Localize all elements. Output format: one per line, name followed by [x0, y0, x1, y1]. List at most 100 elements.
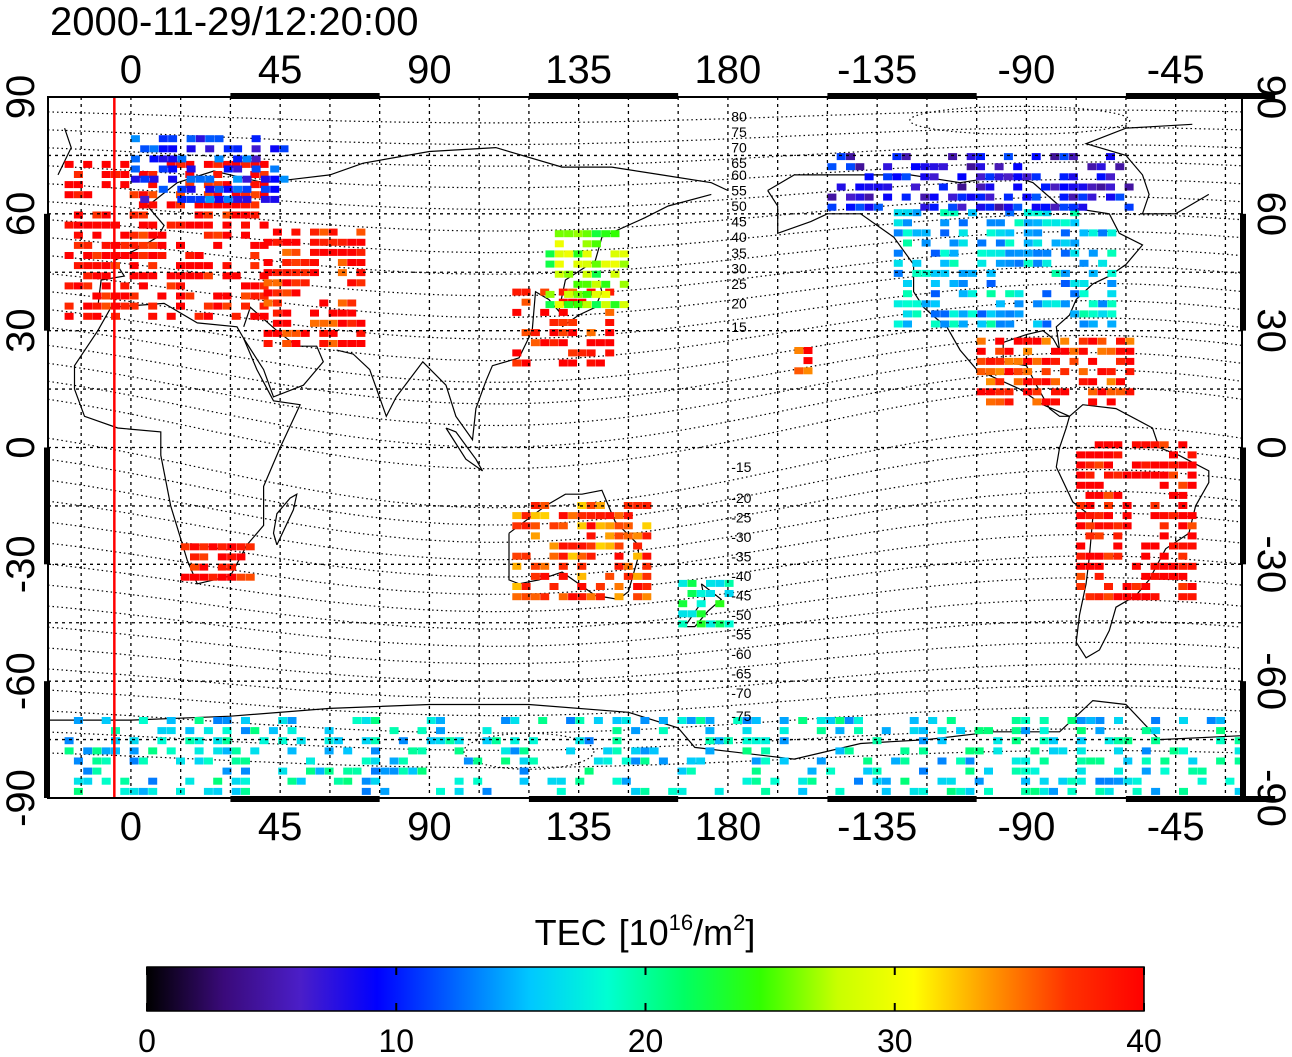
tec-cell	[223, 185, 233, 193]
tec-cell	[1087, 193, 1097, 201]
tec-cell	[213, 302, 223, 310]
mlat-contour	[48, 641, 1242, 682]
tec-cell	[343, 747, 353, 755]
lat-tick-right: -60	[1249, 652, 1292, 710]
tec-cell	[1150, 512, 1160, 520]
tec-cell	[976, 357, 986, 365]
tec-cell	[1085, 451, 1095, 459]
tec-cell	[138, 221, 148, 229]
tec-cell	[501, 717, 511, 724]
tec-cell	[940, 229, 950, 237]
tec-cell	[148, 262, 158, 270]
tec-cell	[194, 221, 204, 229]
tec-cell	[347, 309, 357, 317]
tec-cell	[1013, 368, 1023, 376]
tec-cell	[213, 747, 223, 755]
tec-cell	[1106, 378, 1116, 386]
tec-cell	[968, 290, 977, 298]
tec-cell	[217, 573, 227, 581]
tec-cell	[436, 787, 445, 795]
tec-cell	[903, 280, 912, 287]
tec-cell	[1159, 532, 1169, 540]
tec-cell	[930, 269, 940, 277]
tec-cell	[912, 209, 922, 217]
mlat-contour	[48, 577, 1242, 630]
tec-cell	[1088, 229, 1098, 237]
tec-cell	[482, 727, 492, 735]
tec-cell	[282, 259, 292, 266]
tec-cell	[1106, 173, 1115, 181]
tec-cell	[521, 512, 531, 520]
mlat-label: -30	[731, 529, 751, 545]
tec-cell	[986, 280, 996, 287]
tec-cell	[554, 250, 564, 258]
tec-cell	[919, 737, 928, 745]
tec-cell	[129, 191, 139, 199]
tec-cell	[872, 777, 882, 785]
tec-cell	[1023, 259, 1033, 267]
map-title: 2000-11-29/12:20:00	[50, 0, 418, 44]
mlat-label: -35	[731, 549, 751, 565]
tec-cell	[1076, 757, 1086, 765]
tec-cell	[946, 787, 956, 795]
tec-cell	[1033, 219, 1043, 227]
tec-cell	[573, 290, 583, 298]
tec-cell	[231, 201, 241, 209]
tec-cell	[120, 777, 130, 785]
tec-cell	[603, 747, 613, 755]
tec-cell	[956, 757, 966, 765]
tec-cell	[965, 757, 975, 765]
tec-cell	[1122, 583, 1132, 590]
tec-cell	[1076, 767, 1086, 775]
tec-cell	[976, 203, 985, 211]
tec-cell	[949, 320, 959, 328]
tec-cell	[263, 269, 273, 277]
tec-cell	[1169, 512, 1178, 520]
tec-cell	[347, 299, 357, 307]
lon-tick-bottom: -45	[1147, 805, 1205, 849]
tec-cell	[723, 737, 733, 745]
tec-cell	[83, 241, 93, 249]
tec-cell	[742, 727, 752, 735]
tec-cell	[873, 203, 883, 211]
tec-cell	[1023, 388, 1033, 396]
tec-cell	[241, 757, 250, 765]
tec-cell	[930, 300, 940, 308]
tec-cell	[259, 160, 269, 168]
mlat-label: -55	[731, 626, 751, 642]
tec-cell	[612, 717, 622, 724]
tec-cell	[222, 292, 232, 300]
tec-cell	[540, 308, 550, 316]
tec-cell	[846, 153, 855, 161]
tec-cell	[958, 219, 968, 227]
tec-cell	[1058, 747, 1068, 755]
tec-cell	[64, 221, 74, 229]
tec-cell	[194, 252, 204, 259]
tec-cell	[1151, 737, 1161, 745]
tec-cell	[1104, 502, 1113, 509]
tec-cell	[686, 717, 696, 724]
tec-cell	[977, 239, 987, 247]
tec-cell	[909, 727, 919, 735]
tec-cell	[1131, 471, 1141, 479]
tec-cell	[1206, 717, 1216, 724]
tec-cell	[222, 231, 232, 239]
tec-cell	[272, 309, 282, 317]
tec-cell	[251, 155, 261, 163]
tec-cell	[73, 221, 83, 229]
tec-cell	[892, 153, 902, 161]
tec-cell	[291, 248, 301, 256]
tec-cell	[83, 160, 93, 168]
tec-cell	[1021, 757, 1031, 765]
tec-cell	[138, 272, 148, 280]
tec-cell	[1104, 737, 1114, 745]
tec-cell	[1059, 173, 1069, 181]
tec-cell	[1076, 451, 1086, 459]
tec-cell	[1088, 388, 1098, 396]
tec-cell	[1011, 767, 1021, 775]
tec-cell	[1068, 173, 1078, 181]
tec-cell	[1051, 347, 1060, 355]
tec-cell	[324, 727, 334, 735]
tec-cell	[577, 583, 587, 590]
tec-cell	[352, 717, 362, 724]
